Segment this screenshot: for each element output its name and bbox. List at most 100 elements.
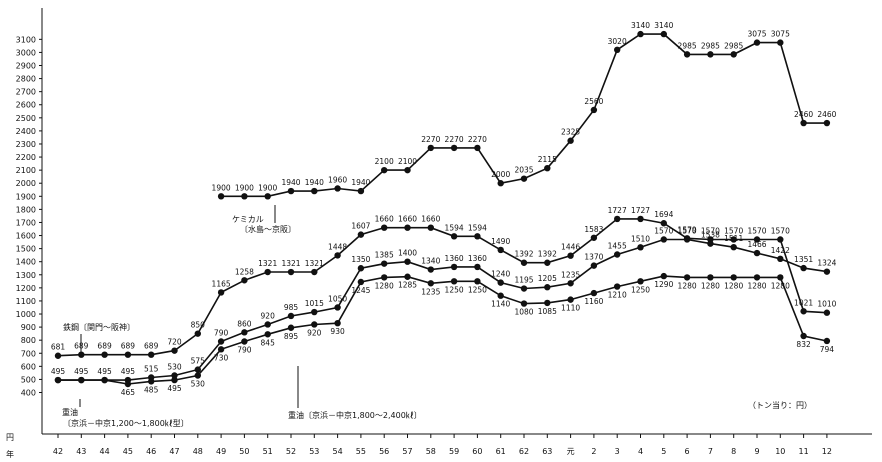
series-1-data-label: 850 (191, 321, 206, 330)
series-3-data-label: 832 (796, 340, 811, 349)
series-lines (57, 33, 828, 385)
series-2-data-label: 920 (261, 311, 276, 320)
series-0-point (334, 185, 341, 192)
series-3-point (381, 274, 388, 281)
series-2-point (683, 236, 691, 243)
y-tick-label: 900 (21, 323, 36, 332)
y-tick-label: 1100 (16, 297, 36, 306)
series-1-data-label: 1570 (771, 226, 790, 235)
annotation-label: 重油 (62, 407, 78, 417)
series-3-data-label: 730 (214, 353, 229, 362)
series-3-data-label: 1250 (468, 285, 487, 294)
series-3-point (148, 378, 155, 385)
series-1-data-label: 1594 (445, 223, 464, 232)
series-1-point (311, 268, 318, 276)
series-2-data-label: 1360 (468, 254, 487, 263)
series-3-data-label: 920 (307, 328, 322, 337)
y-tick-label: 500 (21, 375, 36, 384)
series-1-data-label: 689 (97, 342, 112, 351)
series-1-point (474, 233, 481, 240)
y-tick-label: 1800 (16, 205, 36, 214)
series-3-data-label: 794 (820, 345, 835, 354)
y-tick-label: 2700 (16, 88, 36, 97)
series-3-point (823, 337, 831, 345)
series-2-data-label: 530 (167, 362, 182, 371)
series-0-data-label: 2000 (491, 170, 510, 179)
series-0-point (241, 193, 248, 200)
series-3-data-label: 1250 (631, 285, 650, 294)
series-3-data-label: 1085 (538, 307, 557, 316)
series-3-data-label: 790 (237, 345, 252, 354)
series-2-point (730, 243, 737, 251)
series-0-data-label: 1940 (281, 178, 300, 187)
series-2-data-label: 1510 (631, 234, 650, 243)
series-3-data-label: 1250 (445, 285, 464, 294)
series-0-point (427, 144, 434, 152)
series-1-point (567, 252, 574, 259)
series-1-data-label: 1727 (608, 206, 627, 215)
series-3-data-label: 485 (144, 385, 159, 394)
series-1-data-label: 1258 (235, 267, 254, 276)
x-tick-label: 9 (754, 447, 759, 456)
series-3-data-label: 530 (191, 379, 206, 388)
series-2-data-label: 1360 (445, 254, 464, 263)
series-0-data-label: 3140 (654, 21, 673, 30)
series-3-data-label: 845 (261, 338, 276, 347)
y-tick-label: 1000 (16, 310, 36, 319)
series-2-point (171, 372, 178, 379)
y-tick-label: 1200 (16, 284, 36, 293)
series-2-data-label: 1570 (678, 226, 697, 235)
series-1-data-label: 681 (51, 343, 66, 352)
series-0-data-label: 3075 (747, 30, 766, 39)
series-2-data-label: 495 (121, 367, 136, 376)
y-tick-label: 2000 (16, 179, 36, 188)
series-3-data-label: 1280 (701, 281, 720, 290)
y-tick-label: 1300 (16, 271, 36, 280)
series-0-point (800, 119, 807, 127)
series-0-point (311, 187, 318, 195)
series-3-point (404, 273, 411, 280)
x-tick-labels: 42 43 44 45 46 47 48 49 50 51 52 53 54 55 56 57 58 59 60 61… (53, 447, 832, 456)
series-0-data-label: 1900 (235, 183, 254, 192)
series-0-data-label: 2460 (817, 110, 836, 119)
series-0-data-label: 2560 (584, 97, 603, 106)
series-2-data-label: 1015 (305, 299, 324, 308)
series-1-data-label: 1490 (491, 237, 510, 246)
series-1-data-label: 689 (121, 342, 136, 351)
x-tick-label: 51 (263, 447, 273, 456)
series-points (54, 30, 831, 388)
series-1-point (264, 268, 271, 276)
series-0-data-label: 1900 (258, 183, 277, 192)
x-tick-label: 43 (76, 447, 86, 456)
series-2-point (567, 280, 574, 287)
series-0-point (450, 144, 458, 152)
x-tick-label: 56 (379, 447, 389, 456)
x-tick-label: 8 (731, 447, 736, 456)
series-0-data-label: 2460 (794, 110, 813, 119)
series-3-point (753, 274, 761, 281)
series-0-data-label: 3020 (608, 37, 627, 46)
series-2-data-label: 1511 (724, 234, 743, 243)
y-tick-label: 1400 (16, 258, 36, 267)
series-1-data-label: 1579 (678, 225, 697, 234)
series-2-data-label: 1050 (328, 294, 347, 303)
x-tick-label: 49 (216, 447, 226, 456)
series-2-data-label: 495 (97, 367, 112, 376)
series-2-point (404, 258, 411, 265)
series-3-data-label: 1140 (491, 300, 510, 309)
series-3-line (58, 275, 828, 385)
series-2-point (427, 266, 434, 273)
series-1-point (450, 233, 458, 240)
y-tick-label: 3000 (16, 48, 36, 57)
annotation-label: 〔水島～京阪〕 (240, 224, 296, 234)
x-unit-label: 年 (6, 449, 14, 459)
series-0-data-label: 3075 (771, 30, 790, 39)
series-0-point (590, 106, 598, 114)
series-3-data-label: 1210 (608, 291, 627, 300)
x-tick-label: 11 (799, 447, 809, 456)
series-1-point (520, 259, 528, 266)
series-2-data-label: 1455 (608, 242, 627, 251)
series-1-point (614, 215, 621, 223)
series-1-data-label: 1321 (305, 259, 324, 268)
series-3-data-label: 1285 (398, 281, 417, 290)
